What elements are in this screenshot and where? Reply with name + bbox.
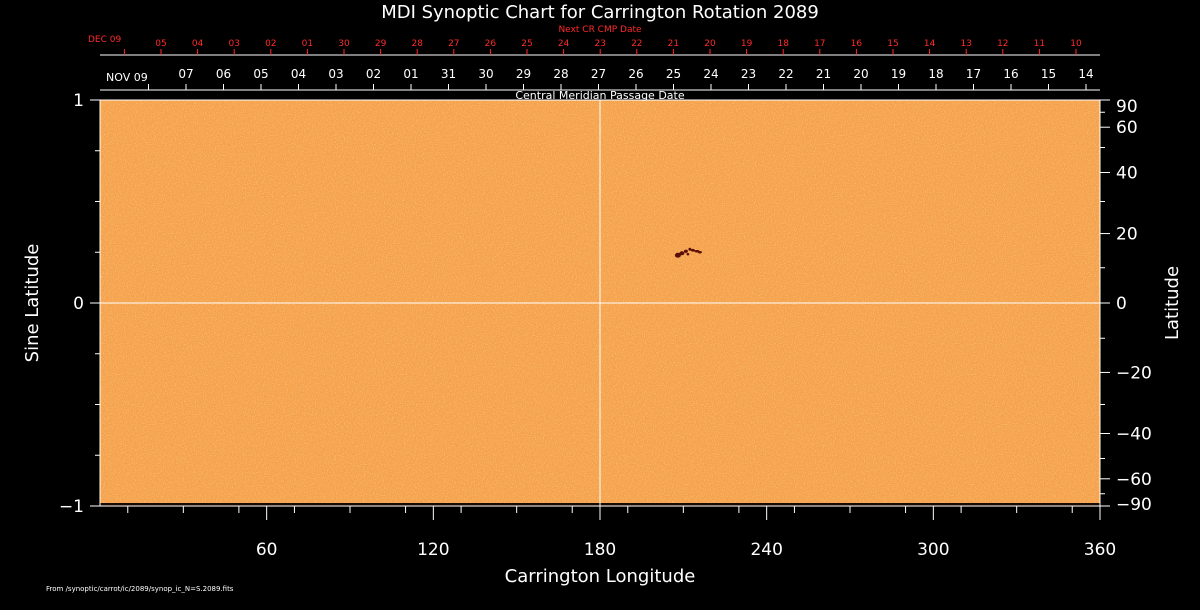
next-cmp-date-axis: 05 04 03 02 01 30 29 28 27 26 25 24 23 22 21 20 19 18 17 16… [100, 39, 1100, 56]
next-cmp-date-label: 26 [485, 39, 497, 49]
cmp-date-label: 23 [741, 67, 756, 81]
next-cmp-date-label: 16 [851, 39, 863, 49]
active-region-spot [697, 251, 702, 254]
next-cmp-date-label: 29 [375, 39, 387, 49]
x-tick-label: 240 [750, 540, 782, 560]
next-cmp-date-label: 30 [338, 39, 350, 49]
next-cmp-date-label: 21 [668, 39, 679, 49]
x-tick-label: 180 [584, 540, 616, 560]
cmp-date-label: 14 [1078, 67, 1093, 81]
y-right-tick-label: −90 [1116, 495, 1152, 515]
next-cmp-date-label: 03 [228, 39, 239, 49]
y-right-tick-label: −60 [1116, 470, 1152, 490]
next-axis-label: Next CR CMP Date [558, 25, 642, 35]
y-right-tick-label: −40 [1116, 424, 1152, 444]
next-cmp-date-label: 18 [777, 39, 789, 49]
left-y-axis: 1 0 −1 [59, 91, 100, 517]
active-region-spot [683, 249, 688, 253]
cmp-date-label: 18 [928, 67, 943, 81]
cmp-date-label: 03 [328, 67, 343, 81]
source-file-note: From /synoptic/carrot/ic/2089/synop_ic_N… [46, 585, 234, 593]
y-left-tick-label: −1 [59, 497, 84, 517]
cmp-date-label: 19 [891, 67, 906, 81]
cmp-date-label: 16 [1003, 67, 1018, 81]
next-cmp-date-label: 23 [594, 39, 605, 49]
active-region-spot [674, 252, 681, 258]
y-right-tick-label: 90 [1116, 97, 1138, 117]
next-cmp-date-label: 15 [887, 39, 898, 49]
next-cmp-date-label: 28 [411, 39, 423, 49]
cmp-date-label: 02 [366, 67, 381, 81]
top-axis-label: Central Meridian Passage Date [515, 89, 684, 102]
next-cmp-date-label: 22 [631, 39, 642, 49]
x-axis-label: Carrington Longitude [505, 566, 696, 587]
y-right-tick-label: 20 [1116, 225, 1138, 245]
y-right-tick-label: 0 [1116, 294, 1127, 314]
cmp-date-label: 15 [1041, 67, 1056, 81]
next-cmp-date-label: 14 [924, 39, 936, 49]
cmp-date-label: 05 [253, 67, 268, 81]
next-cmp-date-label: 05 [155, 39, 166, 49]
y-left-tick-label: 0 [73, 294, 84, 314]
x-axis: 60 120 180 240 300 360 [127, 506, 1116, 560]
active-region-spot [690, 248, 695, 252]
next-cmp-date-label: 24 [558, 39, 570, 49]
y-right-tick-label: −20 [1116, 363, 1152, 383]
next-cmp-date-label: 01 [302, 39, 313, 49]
next-cmp-date-label: 19 [741, 39, 753, 49]
x-tick-label: 360 [1084, 540, 1116, 560]
cmp-date-label: 01 [403, 67, 418, 81]
cmp-date-label: 27 [591, 67, 606, 81]
cmp-date-label: 22 [778, 67, 793, 81]
x-tick-label: 60 [256, 540, 278, 560]
next-cmp-date-label: 25 [521, 39, 532, 49]
y-right-tick-label: 40 [1116, 164, 1138, 184]
cmp-date-label: 26 [628, 67, 643, 81]
next-cmp-date-label: 20 [704, 39, 716, 49]
grid-lines [100, 100, 1100, 506]
active-region-spot [686, 253, 690, 256]
y-left-tick-label: 1 [73, 91, 84, 111]
active-region-spot [688, 247, 692, 251]
cmp-date-axis: 07 06 05 04 03 02 01 31 30 29 28 27 26 25 24 23 22 21 20 19… [100, 67, 1100, 91]
next-axis-start-label: DEC 09 [88, 35, 121, 45]
cmp-date-label: 06 [216, 67, 231, 81]
cmp-date-label: 04 [291, 67, 306, 81]
active-region-spot [679, 251, 685, 256]
right-y-axis-label: Latitude [1162, 266, 1183, 340]
x-tick-label: 120 [417, 540, 449, 560]
cmp-date-label: 17 [966, 67, 981, 81]
x-tick-label: 300 [917, 540, 949, 560]
next-cmp-date-label: 11 [1034, 39, 1045, 49]
cmp-date-label: 07 [178, 67, 193, 81]
next-cmp-date-label: 17 [814, 39, 825, 49]
next-cmp-date-label: 13 [960, 39, 971, 49]
chart-title: MDI Synoptic Chart for Carrington Rotati… [381, 2, 819, 23]
cmp-date-label: 31 [441, 67, 456, 81]
y-right-tick-label: 60 [1116, 118, 1138, 138]
cmp-date-label: 24 [703, 67, 718, 81]
next-cmp-date-label: 12 [997, 39, 1008, 49]
next-cmp-date-label: 27 [448, 39, 459, 49]
cmp-date-label: 28 [553, 67, 568, 81]
next-cmp-date-label: 02 [265, 39, 276, 49]
left-y-axis-label: Sine Latitude [22, 244, 43, 363]
active-region [674, 247, 702, 258]
next-cmp-date-label: 10 [1070, 39, 1082, 49]
cmp-date-label: 25 [666, 67, 681, 81]
cmp-date-label: 21 [816, 67, 831, 81]
top-axis-start-label: NOV 09 [106, 71, 148, 84]
next-cmp-date-label: 04 [192, 39, 204, 49]
cmp-date-label: 20 [853, 67, 868, 81]
cmp-date-label: 30 [478, 67, 493, 81]
features-layer [674, 247, 702, 258]
cmp-date-label: 29 [516, 67, 531, 81]
